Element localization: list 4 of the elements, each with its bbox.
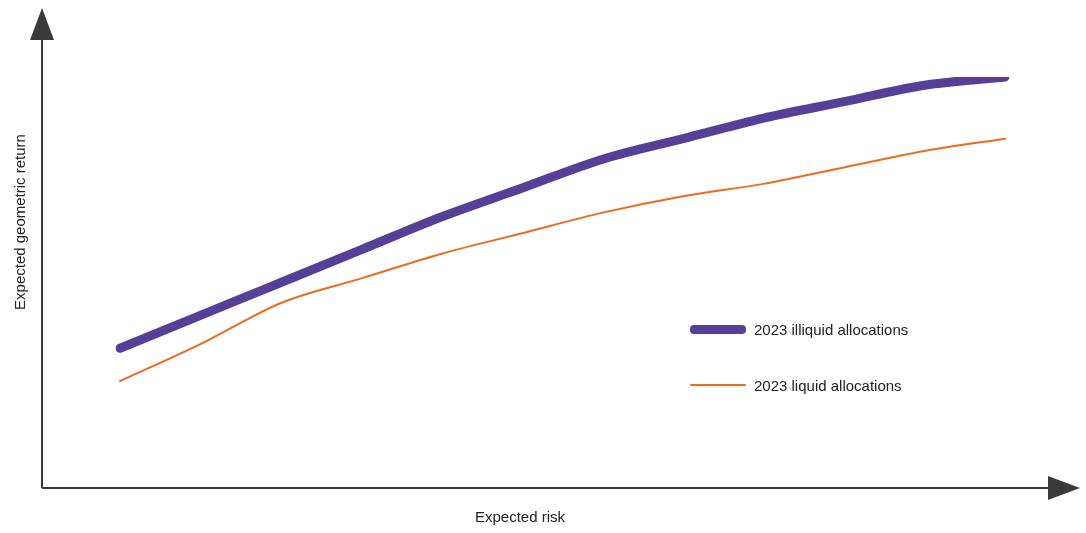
- legend-label: 2023 liquid allocations: [754, 376, 902, 394]
- y-axis-title: Expected geometric return: [10, 134, 28, 310]
- legend-label: 2023 illiquid allocations: [754, 320, 909, 338]
- x-axis-title: Expected risk: [474, 508, 566, 525]
